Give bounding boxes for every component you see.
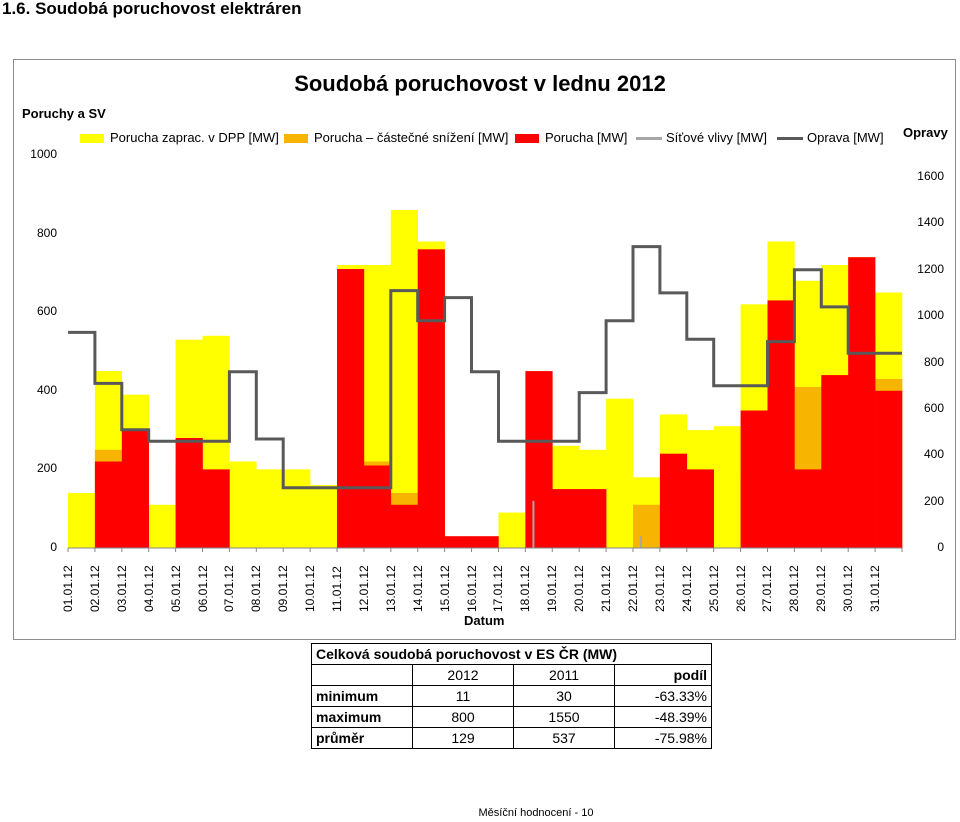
right-axis-tick-label: 800 (923, 354, 944, 369)
area-block-porucha (659, 453, 688, 548)
area-block-porucha-zaprac (390, 210, 418, 548)
right-axis-tick-label: 1400 (917, 215, 944, 230)
stats-row-minimum: minimum 11 30 -63.33% (311, 685, 712, 707)
area-block-porucha (417, 249, 445, 549)
right-axis-title: Opravy (903, 125, 948, 140)
area-block-porucha (686, 469, 714, 548)
area-block-porucha (94, 461, 123, 548)
right-axis-tick-label: 200 (923, 493, 944, 508)
left-axis-tick-label: 200 (36, 461, 57, 476)
area-block-porucha (740, 410, 768, 548)
legend-swatch (636, 137, 662, 140)
stats-header-podil: podíl (614, 664, 712, 686)
legend-label: Porucha zaprac. v DPP [MW] (110, 130, 279, 145)
stats-header-2011: 2011 (513, 664, 615, 686)
right-axis-tick-label: 1200 (917, 261, 944, 276)
stats-row-prumer: průměr 129 537 -75.98% (311, 727, 712, 749)
area-block-porucha (767, 300, 795, 548)
stats-cell: 1550 (513, 706, 615, 728)
left-axis-tick-label: 800 (36, 225, 57, 240)
right-axis-tick-label: 600 (923, 400, 944, 415)
stats-cell: 537 (513, 727, 615, 749)
area-block-porucha (175, 438, 203, 548)
chart-frame (13, 59, 956, 640)
area-block-porucha (202, 469, 230, 548)
area-block-porucha (525, 371, 553, 548)
area-block-porucha-zaprac (229, 461, 257, 548)
area-block-porucha-zaprac (606, 398, 634, 548)
area-block-porucha (337, 269, 365, 548)
right-axis-tick-label: 1000 (917, 308, 944, 323)
stats-cell: -75.98% (614, 727, 712, 749)
stats-cell: 800 (412, 706, 514, 728)
stats-cell: 129 (412, 727, 514, 749)
area-block-porucha (821, 375, 849, 548)
area-block-porucha (121, 430, 149, 548)
area-block-porucha (444, 536, 472, 548)
left-axis-tick-label: 0 (50, 540, 57, 554)
left-axis-tick-label: 400 (36, 382, 57, 397)
right-axis-tick-label: 1600 (917, 169, 944, 183)
area-block-porucha-zaprac (148, 504, 176, 548)
left-axis-tick-label: 1000 (30, 147, 57, 161)
legend-label: Síťové vlivy [MW] (666, 130, 767, 145)
area-block-porucha (794, 469, 822, 548)
legend-swatch (284, 134, 308, 143)
area-block-porucha-castecne (633, 504, 661, 548)
chart-title: Soudobá poruchovost v lednu 2012 (294, 71, 666, 96)
stats-header-empty (311, 664, 413, 686)
right-axis-tick-label: 0 (937, 540, 944, 554)
section-heading: 1.6. Soudobá poruchovost elektráren (2, 0, 302, 18)
area-block-porucha-zaprac (256, 469, 284, 548)
area-block-porucha-zaprac (310, 485, 338, 548)
x-axis-title: Datum (464, 613, 505, 628)
legend-swatch (80, 134, 104, 143)
area-block-porucha (875, 390, 903, 548)
area-block-porucha-zaprac (68, 493, 96, 548)
stats-cell: 11 (412, 685, 514, 707)
area-block-porucha (552, 489, 580, 548)
left-axis-tick-label: 600 (36, 304, 57, 319)
legend-swatch (515, 134, 539, 143)
area-block-porucha (848, 257, 876, 548)
stats-cell: 30 (513, 685, 615, 707)
stats-cell: -63.33% (614, 685, 712, 707)
oprava-line (68, 245, 902, 490)
page-footer: Měsíční hodnocení - 10 (478, 807, 594, 819)
area-block-porucha-zaprac (713, 426, 741, 548)
stats-cell: -48.39% (614, 706, 712, 728)
stats-row-label: průměr (311, 727, 413, 749)
area-block-porucha (390, 504, 418, 548)
area-block-porucha-zaprac (283, 469, 311, 548)
area-block-porucha (363, 465, 392, 548)
stats-row-maximum: maximum 800 1550 -48.39% (311, 706, 712, 728)
stats-row-label: maximum (311, 706, 413, 728)
area-block-porucha-zaprac (498, 512, 526, 548)
stats-header-2012: 2012 (412, 664, 514, 686)
stats-row-label: minimum (311, 685, 413, 707)
area-block-porucha (471, 536, 499, 548)
legend-swatch (777, 137, 803, 140)
left-axis-title: Poruchy a SV (22, 106, 106, 121)
legend-label: Oprava [MW] (807, 130, 884, 145)
right-axis-tick-label: 400 (923, 447, 944, 462)
stats-table: Celková soudobá poruchovost v ES ČR (MW)… (311, 643, 712, 749)
stats-title: Celková soudobá poruchovost v ES ČR (MW) (311, 643, 712, 665)
legend-label: Porucha – částečné snížení [MW] (314, 130, 509, 145)
area-block-porucha (579, 489, 607, 548)
legend-label: Porucha [MW] (545, 130, 628, 145)
